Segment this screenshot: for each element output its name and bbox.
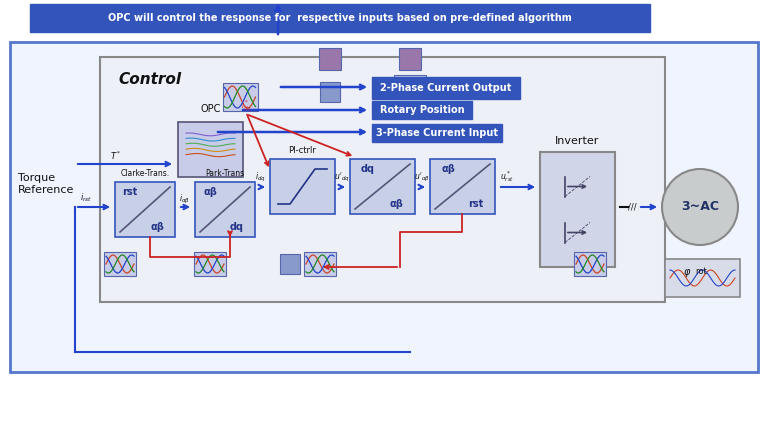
Text: $i_{rst}$: $i_{rst}$ [80,191,92,203]
FancyBboxPatch shape [319,48,341,70]
FancyBboxPatch shape [100,57,665,302]
FancyBboxPatch shape [372,101,472,119]
Text: ///: /// [628,203,637,212]
Text: 3~AC: 3~AC [681,200,719,213]
Text: Park-Trans: Park-Trans [205,169,244,178]
FancyBboxPatch shape [178,122,243,177]
FancyBboxPatch shape [372,77,520,99]
FancyBboxPatch shape [10,42,758,372]
Text: OPC will control the response for  respective inputs based on pre-defined algori: OPC will control the response for respec… [108,13,572,23]
Text: dq: dq [361,164,375,174]
FancyBboxPatch shape [223,83,257,111]
Text: $i^*_{dq}$: $i^*_{dq}$ [240,99,251,114]
Text: dq: dq [230,222,244,232]
Text: rst: rst [122,187,137,197]
FancyBboxPatch shape [399,48,421,70]
FancyBboxPatch shape [540,152,615,267]
Text: Inverter: Inverter [555,136,600,146]
FancyBboxPatch shape [304,252,336,276]
Text: αβ: αβ [150,222,164,232]
FancyBboxPatch shape [270,159,335,214]
FancyBboxPatch shape [350,159,415,214]
FancyBboxPatch shape [115,182,175,237]
Text: $i_{αβ}$: $i_{αβ}$ [179,192,190,206]
FancyBboxPatch shape [574,252,606,276]
Circle shape [662,169,738,245]
Text: 3-Phase Current Input: 3-Phase Current Input [376,128,498,138]
FancyBboxPatch shape [430,159,495,214]
FancyBboxPatch shape [320,82,340,102]
FancyBboxPatch shape [394,75,426,99]
FancyBboxPatch shape [194,252,226,276]
Text: rot: rot [695,267,707,276]
FancyBboxPatch shape [30,4,650,32]
Text: Clarke-Trans.: Clarke-Trans. [121,169,170,178]
Text: $T^*$: $T^*$ [110,149,121,162]
FancyBboxPatch shape [665,259,740,297]
Text: rst: rst [468,199,484,209]
Text: $i_{dq}$: $i_{dq}$ [255,172,266,184]
Text: OPC: OPC [200,104,220,114]
Text: φ: φ [684,267,690,277]
Text: Torque
Reference: Torque Reference [18,173,74,195]
Text: αβ: αβ [441,164,455,174]
Text: $u'_{αβ}$: $u'_{αβ}$ [414,172,430,184]
Text: αβ: αβ [389,199,403,209]
Text: Control: Control [118,72,181,87]
Text: $u'_{dq}$: $u'_{dq}$ [334,172,349,184]
FancyBboxPatch shape [104,252,136,276]
FancyBboxPatch shape [372,124,502,142]
Text: αβ: αβ [203,187,217,197]
Text: Rotary Position: Rotary Position [379,105,465,115]
FancyBboxPatch shape [195,182,255,237]
FancyBboxPatch shape [280,254,300,274]
Text: 2-Phase Current Output: 2-Phase Current Output [380,83,511,93]
Text: $u^*_{rst}$: $u^*_{rst}$ [500,170,514,184]
Text: PI-ctrlr: PI-ctrlr [289,146,316,155]
